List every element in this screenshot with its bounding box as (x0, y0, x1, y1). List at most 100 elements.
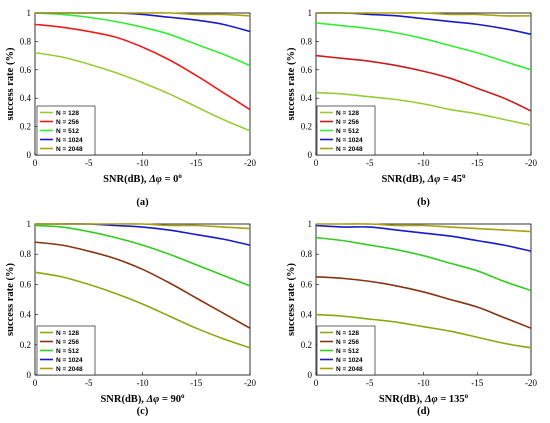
series-line-n2048 (315, 12, 532, 17)
legend-label: N = 256 (336, 119, 359, 126)
legend-label: N = 1024 (56, 137, 83, 144)
legend-label: N = 2048 (336, 146, 363, 153)
legend-label: N = 256 (56, 119, 79, 126)
series-line-n2048 (35, 223, 251, 230)
legend: N = 128 N = 256 N = 512 N = 1024 N = 2048 (316, 325, 376, 376)
legend-label: N = 128 (336, 330, 359, 337)
legend: N = 128 N = 256 N = 512 N = 1024 N = 2048 (36, 105, 96, 156)
series-line-n128 (34, 51, 251, 132)
y-axis-label: success rate (%) (286, 263, 297, 336)
panel-caption: (d) (417, 406, 430, 417)
x-tick-label: -15 (471, 378, 483, 388)
y-tick-label: 0.4 (301, 310, 313, 320)
panel-caption: (a) (136, 197, 149, 208)
legend-label: N = 256 (56, 339, 79, 346)
series-line-n128 (315, 313, 532, 349)
series-line-n512 (34, 12, 251, 67)
series-line-n512 (315, 236, 532, 292)
y-tick-label: 0 (308, 370, 313, 380)
y-tick-label: 0 (308, 150, 313, 160)
x-tick-label: -20 (244, 378, 256, 388)
x-axis-label: SNR(dB), Δφ = 90o (100, 392, 185, 405)
x-axis-label: SNR(dB), Δφ = 135o (379, 392, 469, 405)
y-tick-label: 0.4 (20, 310, 32, 320)
legend-label: N = 128 (336, 110, 359, 117)
legend-label: N = 1024 (56, 357, 83, 364)
y-tick-label: 0.6 (20, 279, 32, 289)
legend-label: N = 512 (56, 128, 79, 135)
series-line-n512 (34, 224, 251, 287)
x-tick-label: 0 (33, 158, 38, 168)
series-line-n256 (315, 54, 532, 112)
y-tick-label: 0.8 (301, 36, 313, 46)
x-tick-label: -15 (471, 158, 483, 168)
chart-panel-d: 0 -5 -10 -15 -20 0 0.2 0.4 0.6 0.8 1 success rate (… (286, 219, 537, 417)
x-tick-label: -10 (137, 378, 149, 388)
y-tick-label: 1 (308, 219, 313, 229)
series-line-n128 (315, 91, 532, 126)
x-tick-label: -15 (190, 158, 202, 168)
y-tick-label: 0.8 (301, 249, 313, 259)
series-line-n256 (34, 23, 251, 111)
x-tick-label: -5 (85, 158, 93, 168)
y-tick-label: 1 (27, 219, 32, 229)
series-line-n512 (315, 22, 532, 71)
legend-label: N = 256 (336, 339, 359, 346)
x-tick-label: -10 (418, 158, 430, 168)
y-tick-label: 1 (308, 8, 313, 18)
panel-caption: (c) (137, 406, 149, 417)
series-line-n2048 (316, 223, 532, 233)
panel-caption: (b) (417, 197, 430, 208)
series-line-n1024 (315, 224, 532, 252)
y-tick-label: 0.2 (301, 122, 312, 132)
y-axis-label: success rate (%) (5, 47, 16, 120)
x-axis-label: SNR(dB), Δφ = 0o (103, 172, 182, 185)
x-tick-label: -10 (137, 158, 149, 168)
chart-panel-b: 0 -5 -10 -15 -20 0 0.2 0.4 0.6 0.8 1 success rate (… (286, 8, 537, 208)
y-tick-label: 0.2 (20, 340, 31, 350)
y-tick-label: 0 (27, 370, 32, 380)
legend-label: N = 512 (56, 348, 79, 355)
legend-label: N = 1024 (336, 137, 363, 144)
y-tick-label: 0.8 (20, 36, 32, 46)
legend-label: N = 128 (56, 110, 79, 117)
x-tick-label: -5 (85, 378, 93, 388)
x-tick-label: 0 (314, 158, 319, 168)
y-axis-label: success rate (%) (286, 47, 297, 120)
legend-label: N = 2048 (56, 146, 83, 153)
y-axis-label: success rate (%) (5, 263, 16, 336)
series-line-n256 (315, 276, 532, 329)
legend-label: N = 2048 (336, 366, 363, 373)
legend-label: N = 1024 (336, 357, 363, 364)
y-tick-label: 0.2 (301, 340, 312, 350)
y-tick-label: 0.6 (20, 65, 32, 75)
series-line-n128 (34, 271, 251, 349)
series-line-n256 (34, 241, 251, 329)
x-tick-label: 0 (33, 378, 38, 388)
x-tick-label: -20 (525, 378, 537, 388)
y-tick-label: 0.4 (20, 93, 32, 103)
y-tick-label: 0.6 (301, 65, 313, 75)
y-tick-label: 1 (27, 8, 32, 18)
x-tick-label: -15 (190, 378, 202, 388)
x-tick-label: 0 (314, 378, 319, 388)
x-axis-label: SNR(dB), Δφ = 45o (381, 172, 466, 185)
x-tick-label: -5 (366, 378, 374, 388)
x-tick-label: -10 (418, 378, 430, 388)
y-tick-label: 0.8 (20, 249, 32, 259)
y-tick-label: 0 (27, 150, 32, 160)
series-line-n2048 (34, 12, 251, 17)
legend-box (316, 105, 376, 156)
chart-panel-c: 0 -5 -10 -15 -20 0 0.2 0.4 0.6 0.8 1 success rate (… (5, 219, 256, 417)
y-tick-label: 0.4 (301, 93, 313, 103)
y-tick-label: 0.2 (20, 122, 31, 132)
legend-label: N = 128 (56, 330, 79, 337)
legend: N = 128 N = 256 N = 512 N = 1024 N = 2048 (316, 105, 376, 156)
chart-panel-a: 0 -5 -10 -15 -20 0 0.2 0.4 0.6 0.8 1 success rate (… (5, 8, 256, 208)
legend: N = 128 N = 256 N = 512 N = 1024 N = 2048 (36, 325, 96, 376)
x-tick-label: -5 (366, 158, 374, 168)
y-tick-label: 0.6 (301, 279, 313, 289)
x-tick-label: -20 (525, 158, 537, 168)
legend-label: N = 512 (336, 348, 359, 355)
